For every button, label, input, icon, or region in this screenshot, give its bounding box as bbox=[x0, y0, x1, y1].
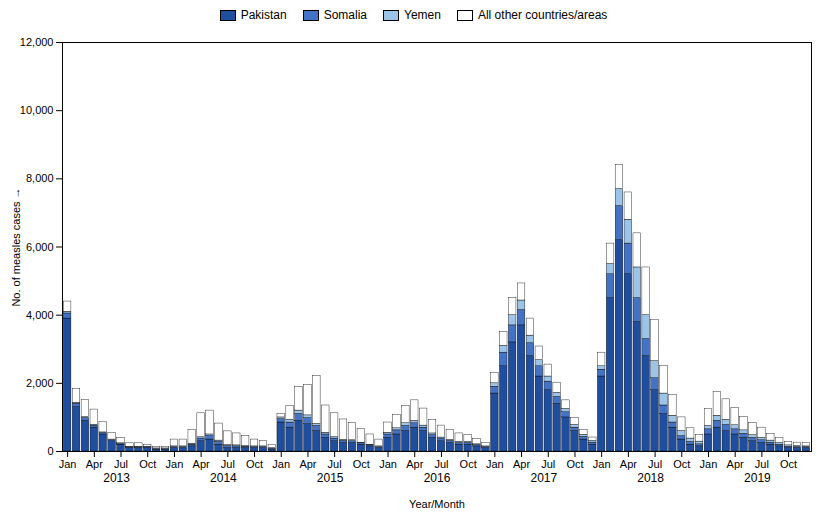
svg-text:Jul: Jul bbox=[648, 458, 662, 470]
svg-text:Oct: Oct bbox=[460, 458, 477, 470]
svg-text:Jan: Jan bbox=[272, 458, 290, 470]
html-text:Pakistan: Pakistan bbox=[240, 8, 287, 22]
svg-text:Apr: Apr bbox=[620, 458, 637, 470]
svg-text:No. of measles cases →: No. of measles cases → bbox=[10, 187, 22, 306]
svg-text:Jul: Jul bbox=[328, 458, 342, 470]
svg-text:Jul: Jul bbox=[434, 458, 448, 470]
svg-text:Apr: Apr bbox=[513, 458, 530, 470]
svg-text:0: 0 bbox=[47, 445, 53, 457]
svg-text:Jan: Jan bbox=[700, 458, 718, 470]
svg-text:Apr: Apr bbox=[406, 458, 423, 470]
svg-text:2015: 2015 bbox=[317, 471, 344, 485]
svg-text:Apr: Apr bbox=[727, 458, 744, 470]
html-text:All other countries/areas: All other countries/areas bbox=[478, 8, 608, 22]
svg-text:Apr: Apr bbox=[299, 458, 316, 470]
svg-text:Oct: Oct bbox=[780, 458, 797, 470]
html-text:Somalia: Somalia bbox=[323, 8, 367, 22]
svg-text:Oct: Oct bbox=[566, 458, 583, 470]
svg-text:Jan: Jan bbox=[379, 458, 397, 470]
svg-text:12,000: 12,000 bbox=[20, 36, 54, 48]
svg-text:2013: 2013 bbox=[103, 471, 130, 485]
svg-text:Apr: Apr bbox=[193, 458, 210, 470]
html-text:Yemen: Yemen bbox=[404, 8, 441, 22]
svg-text:Jul: Jul bbox=[221, 458, 235, 470]
svg-text:Oct: Oct bbox=[139, 458, 156, 470]
svg-text:Oct: Oct bbox=[353, 458, 370, 470]
svg-text:2016: 2016 bbox=[424, 471, 451, 485]
svg-text:2014: 2014 bbox=[210, 471, 237, 485]
svg-text:Jan: Jan bbox=[59, 458, 77, 470]
svg-text:Oct: Oct bbox=[673, 458, 690, 470]
svg-text:6,000: 6,000 bbox=[26, 241, 54, 253]
svg-text:Jul: Jul bbox=[755, 458, 769, 470]
svg-text:Jul: Jul bbox=[114, 458, 128, 470]
svg-text:10,000: 10,000 bbox=[20, 104, 54, 116]
svg-text:Apr: Apr bbox=[86, 458, 103, 470]
svg-text:Jul: Jul bbox=[541, 458, 555, 470]
svg-text:Oct: Oct bbox=[246, 458, 263, 470]
svg-text:8,000: 8,000 bbox=[26, 172, 54, 184]
svg-text:4,000: 4,000 bbox=[26, 309, 54, 321]
svg-text:Jan: Jan bbox=[486, 458, 504, 470]
svg-text:Jan: Jan bbox=[166, 458, 184, 470]
svg-text:Jan: Jan bbox=[593, 458, 611, 470]
svg-text:2018: 2018 bbox=[637, 471, 664, 485]
svg-text:2019: 2019 bbox=[744, 471, 771, 485]
svg-text:2017: 2017 bbox=[530, 471, 557, 485]
svg-text:2,000: 2,000 bbox=[26, 377, 54, 389]
svg-text:Year/Month: Year/Month bbox=[409, 498, 465, 510]
